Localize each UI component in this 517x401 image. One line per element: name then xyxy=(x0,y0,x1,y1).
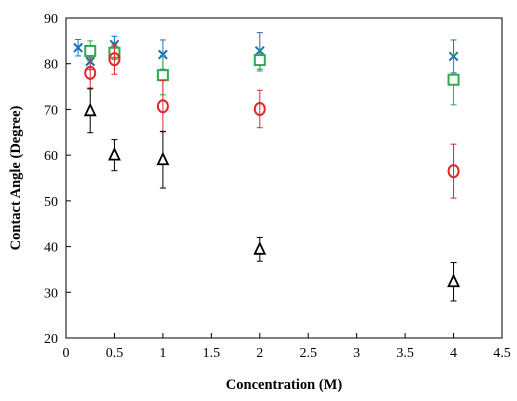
error-bar xyxy=(111,43,118,75)
series-triangle xyxy=(83,88,460,302)
plot-frame xyxy=(65,17,503,339)
y-tick-label: 50 xyxy=(44,195,58,210)
data-point-triangle xyxy=(253,241,267,255)
data-point-circle xyxy=(253,101,266,116)
x-tick-label: 4 xyxy=(450,346,457,361)
x-tick-label: 2 xyxy=(256,346,263,361)
y-axis-title: Contact Angle (Degree) xyxy=(8,105,24,250)
data-point-square xyxy=(447,73,460,86)
plot-area xyxy=(65,17,503,339)
data-point-circle xyxy=(108,52,121,67)
y-tick-label: 90 xyxy=(44,12,58,27)
x-axis-title: Concentration (M) xyxy=(226,377,343,393)
y-tick-label: 40 xyxy=(44,241,58,256)
y-axis-ticks xyxy=(66,17,71,339)
error-bar xyxy=(256,89,263,129)
x-tick-label: 3 xyxy=(353,346,360,361)
error-bar xyxy=(450,143,457,199)
y-tick-label: 60 xyxy=(44,149,58,164)
data-point-square xyxy=(156,69,169,82)
y-axis-tick-labels: 20 30 40 50 60 70 80 90 xyxy=(44,12,58,347)
data-point-square xyxy=(84,44,97,57)
y-tick-label: 30 xyxy=(44,286,58,301)
data-point-circle xyxy=(84,65,97,80)
x-tick-label: 1.5 xyxy=(203,346,221,361)
series-square xyxy=(84,40,460,106)
data-point-triangle xyxy=(83,102,97,117)
y-tick-label: 70 xyxy=(44,103,58,118)
error-bar xyxy=(159,80,166,133)
data-point-circle xyxy=(447,164,460,179)
data-point-x xyxy=(73,42,84,53)
data-point-square xyxy=(253,54,266,67)
x-tick-label: 1 xyxy=(159,346,166,361)
x-tick-label: 0.5 xyxy=(106,346,124,361)
x-tick-label: 0 xyxy=(63,346,70,361)
error-bar xyxy=(87,57,94,89)
y-tick-label: 80 xyxy=(44,58,58,73)
series-circle xyxy=(84,43,460,199)
data-point-x xyxy=(157,49,168,60)
x-axis-tick-labels: 0 0.5 1 1.5 2 2.5 3 3.5 4 4.5 xyxy=(63,346,511,361)
series-x xyxy=(73,32,459,74)
data-point-triangle xyxy=(447,273,460,288)
data-point-triangle xyxy=(108,147,121,161)
data-point-circle xyxy=(156,99,169,114)
data-point-triangle xyxy=(156,151,170,166)
data-series xyxy=(73,32,460,302)
x-tick-label: 2.5 xyxy=(299,346,317,361)
y-tick-label: 20 xyxy=(44,332,58,347)
x-tick-label: 3.5 xyxy=(396,346,414,361)
x-tick-label: 4.5 xyxy=(493,346,511,361)
x-axis-ticks xyxy=(65,333,503,338)
